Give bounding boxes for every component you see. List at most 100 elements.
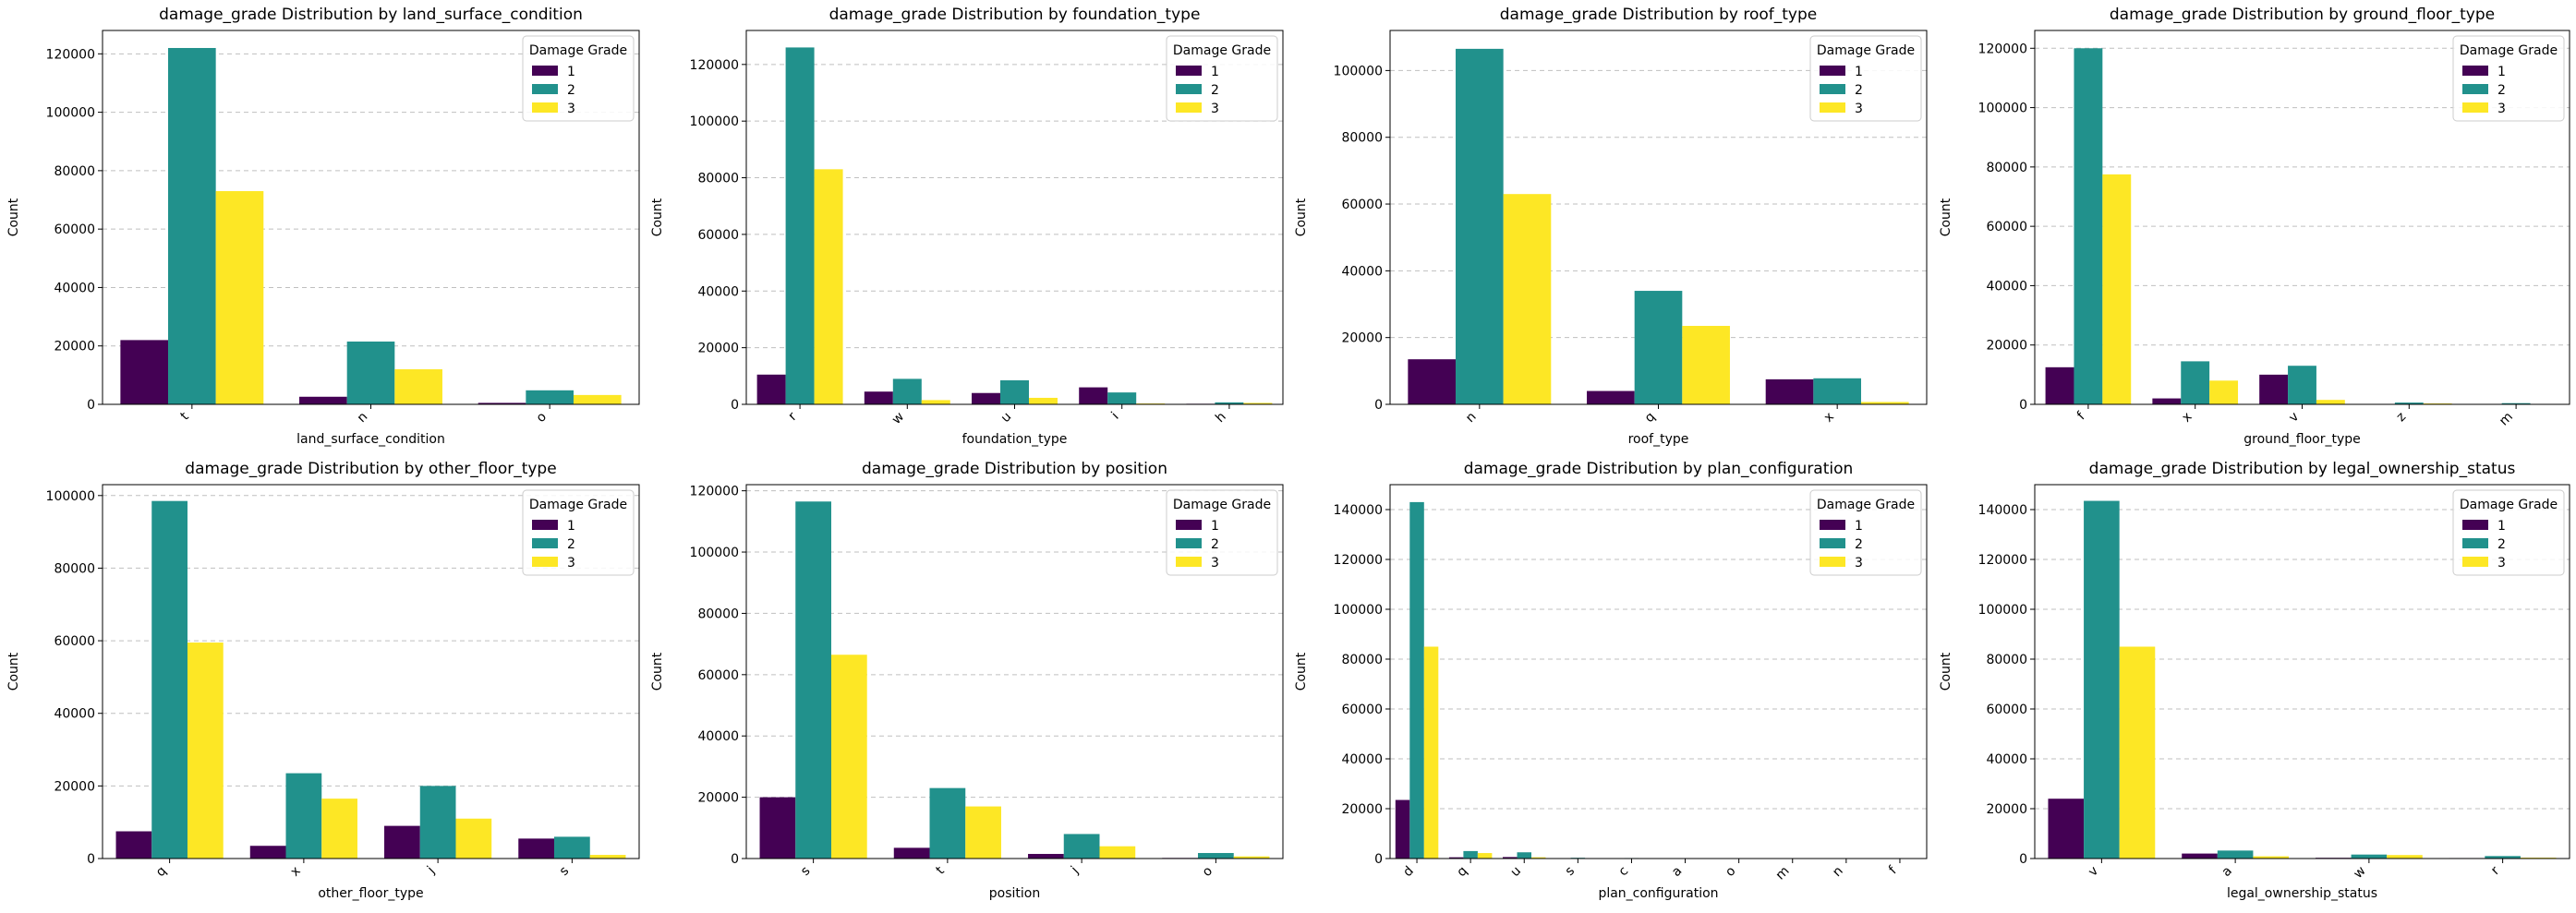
y-tick-label: 60000 [54,222,95,237]
bar-q-grade-1 [1587,390,1635,404]
bar-v-grade-1 [2048,799,2085,859]
bar-t-grade-3 [215,191,264,404]
bar-s-grade-1 [759,797,796,859]
x-tick-label: x [2179,410,2195,426]
bar-x-grade-3 [1860,402,1909,404]
subplot-2: 0 20000 40000 60000 80000 100000 120000 r w u i h da… [650,6,1284,447]
x-tick-label: n [355,410,371,426]
bar-q-grade-2 [1463,850,1478,859]
legend-label-3: 3 [1211,102,1219,116]
legend-swatch-1 [1176,520,1202,530]
subplot-3: 0 20000 40000 60000 80000 100000 n q x damage_gra… [1294,6,1928,447]
y-tick-label: 0 [2019,398,2027,413]
x-tick-label: q [1642,410,1659,426]
y-tick-label: 100000 [690,546,739,560]
x-tick-label: s [557,864,572,879]
x-tick-label: q [1454,864,1470,881]
axes-frame [2034,30,2570,405]
x-tick-label: v [2286,410,2302,426]
bar-w-grade-2 [892,378,922,404]
x-tick-label: u [998,410,1015,426]
legend-swatch-1 [2462,66,2488,76]
y-axis-label: Count [650,652,665,691]
legend-box [2452,35,2565,122]
legend-label-1: 1 [567,65,575,79]
chart-title: damage_grade Distribution by ground_floo… [2110,6,2495,24]
legend-swatch-2 [1820,538,1845,548]
bar-z-grade-2 [2394,402,2424,404]
y-tick-label: 20000 [1986,802,2027,817]
bar-q-grade-3 [1477,853,1493,859]
y-tick-label: 0 [731,398,739,413]
bar-i-grade-1 [1079,387,1108,404]
y-tick-label: 20000 [54,779,95,794]
y-tick-label: 40000 [1341,752,1383,767]
legend-label-2: 2 [2497,537,2506,552]
bar-r-grade-2 [785,47,815,405]
x-axis-label: roof_type [1628,432,1689,447]
y-axis-label: Count [6,652,21,691]
legend-box [522,35,635,122]
y-tick-label: 100000 [1334,603,1383,618]
bar-q-grade-3 [1682,326,1730,404]
legend-label-2: 2 [567,537,575,552]
bar-n-grade-1 [299,396,347,404]
y-tick-label: 80000 [697,172,739,186]
bar-n-grade-3 [394,369,442,404]
legend-box [2452,489,2565,576]
x-tick-label: x [288,864,304,880]
legend: Damage Grade 1 2 3 [1809,35,1922,122]
bar-t-grade-2 [168,47,216,404]
bar-d-grade-3 [1423,646,1439,859]
bar-s-grade-1 [518,838,555,859]
x-tick-label: i [1108,410,1121,423]
legend-swatch-2 [2462,538,2488,548]
x-tick-label: v [2086,864,2101,880]
y-axis-label: Count [6,198,21,236]
x-tick-label: j [1068,864,1082,878]
bar-x-grade-3 [321,799,357,859]
x-axis-label: plan_configuration [1598,886,1718,901]
x-tick-label: t [934,863,949,878]
legend-label-2: 2 [2497,83,2506,98]
y-tick-label: 120000 [690,485,739,499]
x-axis-label: position [989,886,1040,901]
bar-f-grade-1 [2045,366,2074,404]
y-tick-label: 80000 [1341,131,1383,146]
legend-swatch-3 [532,557,558,567]
legend-title: Damage Grade [529,43,627,58]
subplot-7: 0 20000 40000 60000 80000 100000 120000 140000 d… [1294,460,1928,901]
bar-v-grade-3 [2316,400,2345,404]
x-tick-label: t [177,409,192,424]
x-tick-label: j [424,864,438,878]
legend-box [1166,489,1278,576]
bar-r-grade-3 [814,169,843,404]
bar-d-grade-2 [1409,501,1424,859]
x-tick-label: s [1563,864,1578,879]
bar-u-grade-3 [1530,857,1546,859]
legend-label-3: 3 [2497,102,2506,116]
chart-title: damage_grade Distribution by position [862,460,1167,478]
y-tick-label: 60000 [697,228,739,243]
axes-frame [1389,484,1928,859]
legend-label-1: 1 [1855,519,1863,534]
bar-a-grade-3 [2253,856,2290,859]
y-tick-label: 40000 [1986,752,2027,767]
bar-o-grade-2 [526,390,574,404]
y-axis-label: Count [1294,198,1309,236]
bar-u-grade-2 [1000,379,1029,404]
legend-label-1: 1 [2497,65,2506,79]
subplot-1: 0 20000 40000 60000 80000 100000 120000 t n o dama… [6,6,640,447]
y-tick-label: 120000 [1334,553,1383,568]
bar-x-grade-1 [2152,398,2182,404]
legend-swatch-2 [1176,538,1202,548]
y-tick-label: 100000 [1978,102,2027,116]
legend-label-3: 3 [1211,556,1219,571]
bar-n-grade-3 [1503,194,1552,404]
y-tick-label: 0 [731,852,739,867]
y-tick-label: 120000 [46,47,95,62]
bar-j-grade-2 [1063,834,1100,859]
x-axis-label: ground_floor_type [2243,432,2361,447]
y-tick-label: 20000 [54,340,95,354]
bar-j-grade-1 [1028,854,1064,859]
